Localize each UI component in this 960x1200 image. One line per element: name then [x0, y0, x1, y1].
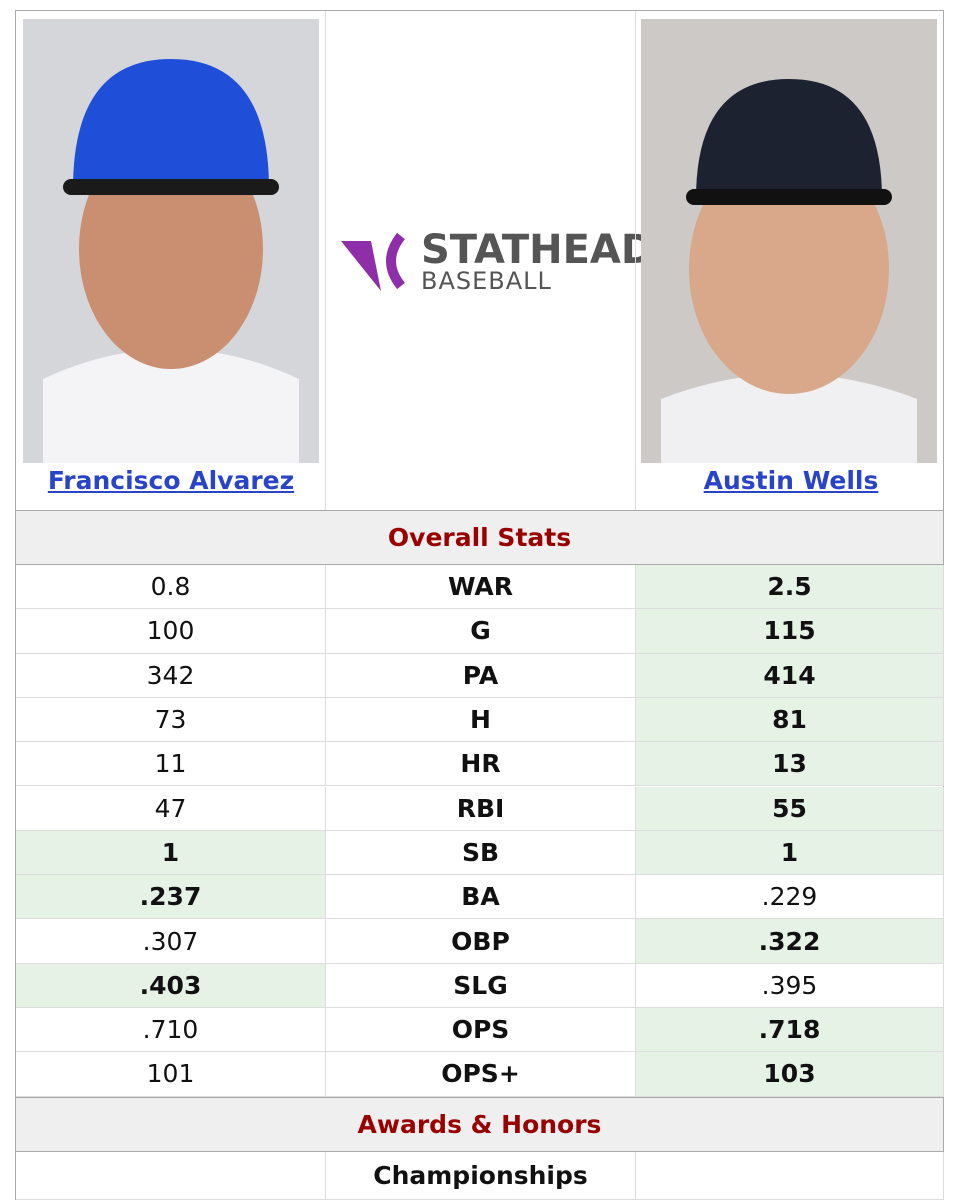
- stat-name: G: [326, 609, 636, 654]
- stat-value: 81: [636, 697, 944, 743]
- stat-value: .307: [16, 919, 326, 964]
- stat-value: .403: [16, 963, 326, 1008]
- player-photo: [23, 19, 319, 463]
- stat-value: [16, 1151, 326, 1200]
- stat-value: 103: [636, 1052, 944, 1097]
- stat-name: PA: [326, 653, 636, 698]
- stat-value: [636, 1151, 944, 1200]
- stat-value: 47: [16, 786, 326, 831]
- stat-value: 1: [636, 830, 944, 876]
- stat-value: .710: [16, 1008, 326, 1053]
- stat-value: .718: [636, 1008, 944, 1053]
- stat-value: 2.5: [636, 565, 944, 610]
- player-name[interactable]: Francisco Alvarez: [47, 466, 295, 495]
- stat-value: 342: [16, 653, 326, 698]
- stat-name: WAR: [326, 565, 636, 610]
- stat-name: HR: [326, 742, 636, 787]
- stat-value: 115: [636, 609, 944, 654]
- stat-name: SB: [326, 830, 636, 876]
- stat-value: 55: [636, 786, 944, 831]
- stat-value: .229: [636, 875, 944, 920]
- logo-subtitle: BASEBALL: [421, 267, 552, 295]
- stat-name: SLG: [326, 963, 636, 1008]
- comparison-table: Francisco Alvarez STATHEAD BASEBALL Aust…: [15, 10, 944, 1200]
- divider: [325, 11, 326, 511]
- section-header: Awards & Honors: [16, 1096, 943, 1152]
- stat-name: H: [326, 697, 636, 743]
- player-name[interactable]: Austin Wells: [703, 466, 879, 495]
- stat-value: 101: [16, 1052, 326, 1097]
- stat-name: OBP: [326, 919, 636, 964]
- stat-value: 11: [16, 742, 326, 787]
- stat-name: OPS: [326, 1008, 636, 1053]
- stat-value: .395: [636, 963, 944, 1008]
- stat-value: 0.8: [16, 565, 326, 610]
- stat-value: 1: [16, 830, 326, 876]
- stat-name: RBI: [326, 786, 636, 831]
- stat-value: 73: [16, 697, 326, 743]
- stat-value: 100: [16, 609, 326, 654]
- logo-title: STATHEAD: [421, 227, 641, 273]
- stat-value: .237: [16, 875, 326, 920]
- stat-value: .322: [636, 919, 944, 964]
- stat-name: BA: [326, 875, 636, 920]
- section-header: Overall Stats: [16, 510, 943, 565]
- stat-value: 13: [636, 742, 944, 787]
- stat-name: Championships: [326, 1151, 636, 1200]
- cap: [73, 59, 269, 189]
- logo: STATHEAD BASEBALL: [341, 227, 641, 295]
- stat-value: 414: [636, 653, 944, 698]
- stat-name: OPS+: [326, 1052, 636, 1097]
- player-photo: [641, 19, 937, 463]
- divider: [635, 11, 636, 511]
